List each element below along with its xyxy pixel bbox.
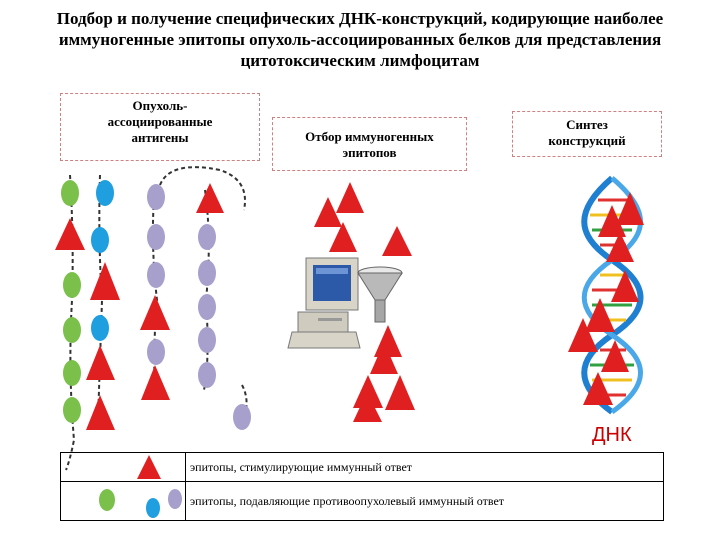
antigens-box: Опухоль- ассоциированные антигены (60, 93, 260, 161)
lavender-epitope (147, 262, 165, 288)
lavender-epitope (233, 404, 251, 430)
antigens-label-line-2: ассоциированные (107, 114, 213, 129)
green-epitope (61, 180, 79, 206)
dna-label: ДНК (592, 424, 632, 446)
legend-table: эпитопы, стимулирующие иммунный ответ эп… (60, 452, 664, 521)
selection-box: Отбор иммуногенных эпитопов (272, 117, 467, 171)
red-epitope (385, 375, 415, 410)
red-epitope (370, 342, 398, 374)
red-triangle-icon (137, 455, 161, 479)
lavender-epitope (147, 184, 165, 210)
red-epitope (90, 262, 120, 300)
colored-ovals-icon (99, 489, 182, 518)
legend-stimulating-text: эпитопы, стимулирующие иммунный ответ (185, 452, 664, 482)
blue-epitope (91, 227, 109, 253)
red-epitope (353, 392, 382, 422)
antigens-label-line-3: антигены (131, 130, 189, 145)
selection-label-line-1: Отбор иммуногенных (305, 129, 434, 144)
antigen-column-3 (140, 184, 170, 400)
red-epitope (196, 183, 224, 213)
lavender-epitope (147, 339, 165, 365)
synthesis-label-line-2: конструкций (548, 133, 626, 148)
antigen-column-4 (196, 183, 251, 430)
computer-icon (287, 257, 361, 349)
page-title: Подбор и получение специфических ДНК-кон… (56, 9, 664, 70)
dna-helix-icon (568, 175, 644, 415)
green-epitope (63, 272, 81, 298)
legend-row-suppressing: эпитопы, подавляющие противоопухолевый и… (60, 481, 664, 521)
red-epitope (141, 365, 170, 400)
red-epitope (55, 218, 85, 250)
selection-label-line-2: эпитопов (342, 145, 397, 160)
red-epitope (86, 345, 115, 380)
blue-epitope (91, 315, 109, 341)
legend-symbol-cell (60, 481, 186, 521)
legend-row-stimulating: эпитопы, стимулирующие иммунный ответ (60, 452, 664, 482)
green-epitope (63, 360, 81, 386)
lavender-epitope (198, 362, 216, 388)
red-epitope (329, 222, 357, 252)
lavender-epitope (198, 260, 216, 286)
lavender-epitope (198, 294, 216, 320)
blue-epitope (96, 180, 114, 206)
synthesis-box: Синтез конструкций (512, 111, 662, 157)
antigen-column-1 (55, 180, 85, 423)
green-epitope (63, 397, 81, 423)
lavender-epitope (198, 327, 216, 353)
selected-epitopes (314, 182, 415, 422)
funnel-icon (357, 266, 403, 323)
legend-symbol-cell (60, 452, 186, 482)
red-epitope (336, 182, 364, 213)
synthesis-label-line-1: Синтез (566, 117, 608, 132)
legend-suppressing-text: эпитопы, подавляющие противоопухолевый и… (185, 481, 664, 521)
antigens-label-line-1: Опухоль- (132, 98, 188, 113)
red-epitope (314, 197, 342, 227)
lavender-epitope (198, 224, 216, 250)
antigen-column-2 (86, 180, 120, 430)
red-epitope (382, 226, 412, 256)
green-epitope (63, 317, 81, 343)
red-epitope (86, 395, 115, 430)
lavender-epitope (147, 224, 165, 250)
red-epitope (353, 375, 383, 408)
red-epitope (140, 295, 170, 330)
